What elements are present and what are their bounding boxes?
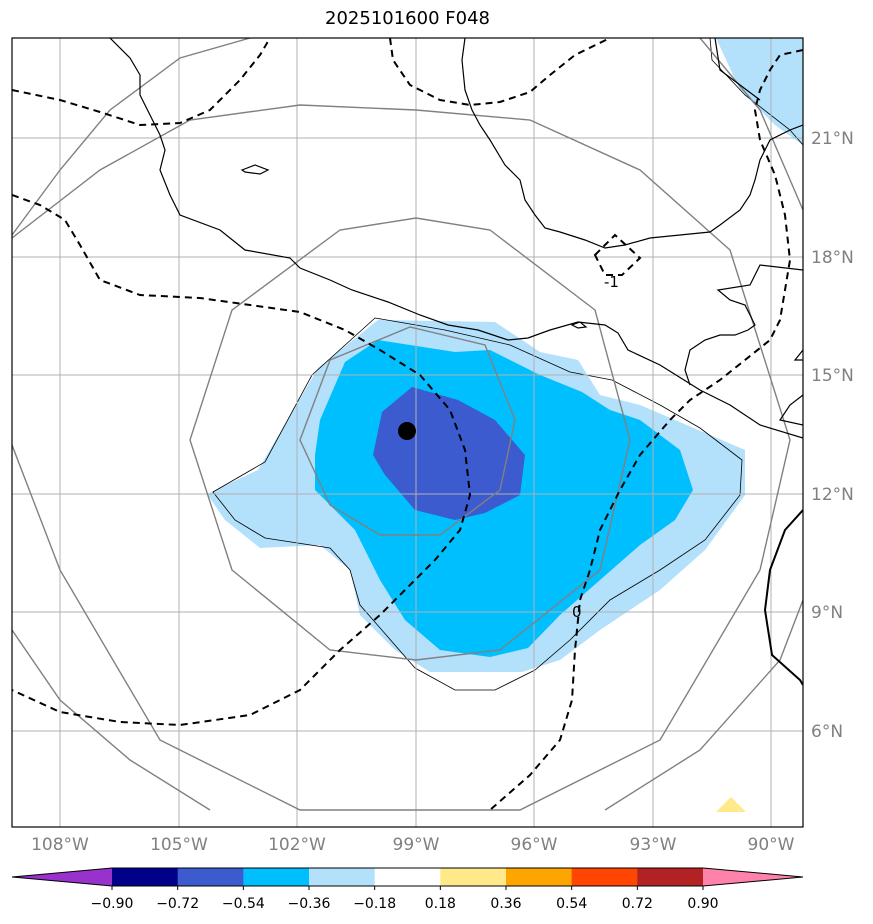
map-frame	[11, 37, 804, 828]
colorbar-tick-label: −0.72	[156, 896, 199, 912]
map-title: 2025101600 F048	[325, 8, 490, 29]
colorbar-tick-label: −0.18	[353, 896, 396, 912]
colorbar-tick-label: 0.72	[622, 896, 653, 912]
colorbar-segment	[440, 868, 507, 886]
range-rings	[12, 38, 803, 811]
colorbar-tick-label: 0.36	[490, 896, 521, 912]
lon-label-93: 93°W	[630, 835, 677, 855]
colorbar-segment	[243, 868, 310, 886]
lon-label-99: 99°W	[393, 835, 440, 855]
solid-contour-right	[763, 509, 803, 686]
contour-label-zero: 0	[572, 603, 582, 621]
contour-thin-outline	[212, 317, 743, 691]
colorbar-segment	[571, 868, 638, 886]
lat-label-6: 6°N	[811, 722, 843, 742]
map-plot-area: -1 0	[12, 38, 803, 827]
lon-label-102: 102°W	[268, 835, 326, 855]
contour-label-neg1: -1	[604, 273, 619, 291]
colorbar-extend-high	[703, 868, 803, 886]
latitude-labels: 6°N 9°N 12°N 15°N 18°N 21°N	[811, 129, 854, 742]
lat-label-21: 21°N	[811, 129, 854, 149]
colorbar-extend-low	[12, 868, 112, 886]
colorbar-tick-label: −0.90	[91, 896, 134, 912]
longitude-labels: 108°W 105°W 102°W 99°W 96°W 93°W 90°W	[31, 835, 795, 855]
lat-label-12: 12°N	[811, 485, 854, 505]
colorbar-segment	[112, 868, 179, 886]
colorbar-segment	[374, 868, 441, 886]
lat-label-18: 18°N	[811, 248, 854, 268]
colorbar-tick-label: 0.90	[687, 896, 718, 912]
lon-label-108: 108°W	[31, 835, 89, 855]
lon-label-90: 90°W	[748, 835, 795, 855]
field-royal-blue	[373, 387, 525, 520]
colorbar: −0.90 −0.72 −0.54 −0.36 −0.18 0.18 0.36 0.54 0.7…	[11, 867, 804, 912]
colorbar-segment	[309, 868, 376, 886]
center-marker	[398, 422, 416, 440]
coastlines	[109, 38, 803, 439]
colorbar-segment	[506, 868, 573, 886]
colorbar-tick-label: 0.54	[556, 896, 587, 912]
colorbar-segment	[177, 868, 244, 886]
graticule	[12, 38, 803, 827]
lat-label-15: 15°N	[811, 366, 854, 386]
colorbar-segment	[637, 868, 704, 886]
lon-label-96: 96°W	[511, 835, 558, 855]
lon-label-105: 105°W	[150, 835, 208, 855]
colorbar-tick-label: −0.36	[288, 896, 331, 912]
dashed-contours	[12, 38, 803, 811]
colorbar-tick-label: 0.18	[425, 896, 456, 912]
lat-label-9: 9°N	[811, 603, 843, 623]
colorbar-tick-label: −0.54	[222, 896, 265, 912]
field-light-yellow	[716, 797, 746, 812]
